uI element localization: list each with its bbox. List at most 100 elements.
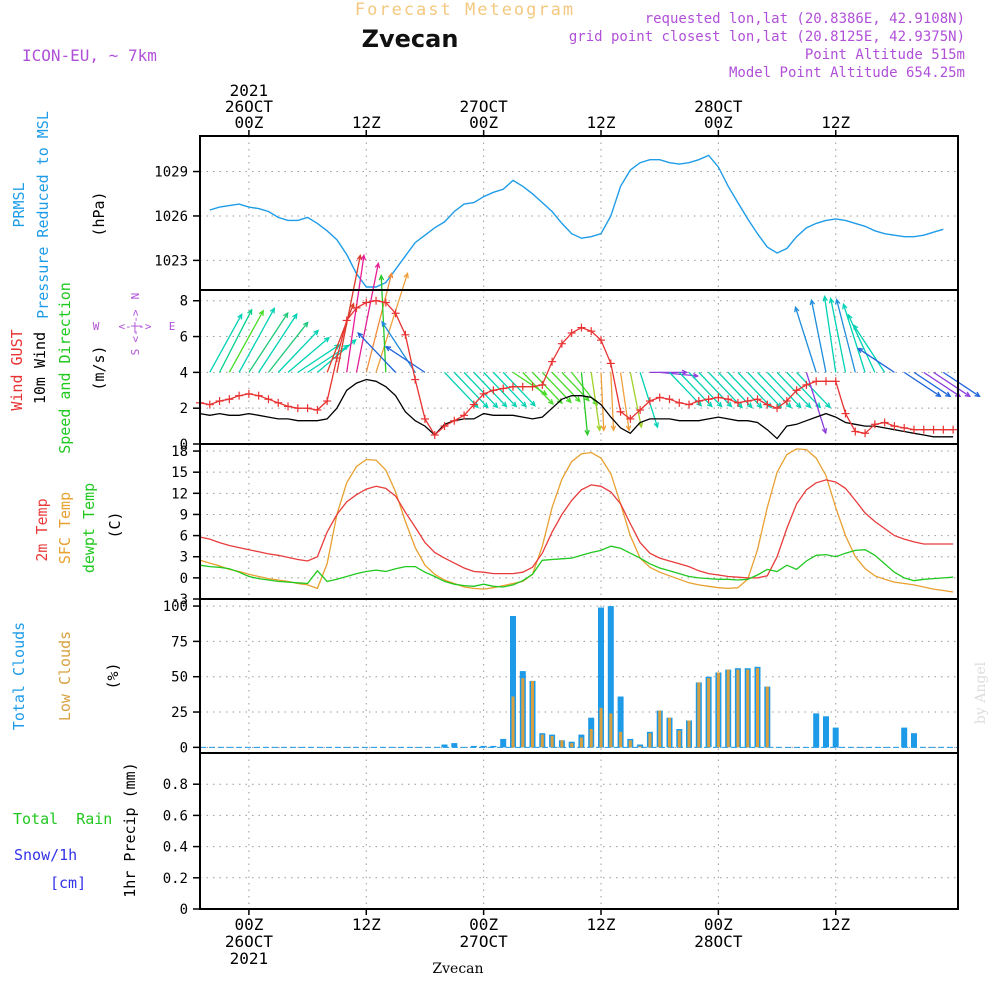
- wind-arrow: [727, 371, 763, 409]
- y-tick-label-wind: 8: [180, 294, 188, 310]
- wind-arrow-shaft: [326, 303, 355, 373]
- wind-arrow-head: [403, 271, 409, 279]
- wind-arrow-head: [625, 425, 632, 432]
- gust-marker: [606, 359, 615, 368]
- gust-marker: [215, 397, 224, 406]
- wind-arrow-shaft: [923, 371, 961, 397]
- dewpt-temp-line: [199, 545, 954, 588]
- grid-layer: [200, 136, 958, 909]
- wind-arrow-head: [313, 329, 320, 336]
- wind-arrow-head: [350, 338, 357, 345]
- wind-arrow: [287, 336, 331, 373]
- wind-arrow-shaft: [942, 371, 980, 397]
- wind-arrow-head: [716, 401, 723, 408]
- wind-arrow-head: [756, 402, 763, 409]
- low-cloud-bar: [716, 672, 720, 748]
- wind-arrow-head: [821, 428, 828, 435]
- gust-marker: [763, 400, 772, 409]
- temp-panel-labels: 2m Temp SFC Temp dewpt Temp (C): [33, 483, 124, 573]
- y-tick-label-temp: 3: [180, 550, 188, 566]
- wind-arrow-head: [835, 298, 841, 305]
- wind-arrow: [267, 321, 309, 373]
- wind-arrow-head: [794, 305, 800, 313]
- gust-marker: [636, 405, 645, 414]
- wind-arrow-head: [600, 425, 607, 432]
- x-label-top: 12Z: [821, 113, 850, 132]
- total-cloud-bar: [598, 607, 604, 748]
- y-tick-label-pressure: 1023: [154, 253, 188, 269]
- wind-arrow: [805, 372, 828, 435]
- clouds-label-total: Total Clouds: [10, 622, 28, 730]
- wind-arrow-shaft: [336, 255, 361, 373]
- y-tick-label-clouds: 0: [180, 740, 188, 756]
- wind-arrow: [355, 261, 381, 373]
- total-cloud-bar: [832, 727, 839, 748]
- x-label-bottom: 12Z: [821, 915, 850, 934]
- y-tick-label-temp: 6: [180, 529, 188, 545]
- total-cloud-bar: [607, 606, 614, 748]
- gust-marker: [548, 357, 557, 366]
- wind-arrow: [766, 371, 802, 409]
- low-cloud-bar: [687, 720, 691, 748]
- wind-arrow: [473, 371, 508, 408]
- wind-arrow: [357, 332, 397, 373]
- gust-marker: [567, 328, 576, 337]
- y-tick-label-wind: 2: [180, 401, 188, 417]
- gust-marker: [450, 416, 459, 425]
- x-label-bottom: 00Z: [469, 915, 498, 934]
- wind-arrow: [669, 371, 703, 407]
- wind-arrow-head: [776, 402, 783, 409]
- gust-marker: [381, 298, 390, 307]
- wind-arrow-shaft: [277, 330, 319, 373]
- wind-arrow-head: [805, 402, 812, 409]
- x-label-top: 27OCT: [460, 97, 509, 116]
- y-tick-label-precip: 0.2: [163, 871, 188, 887]
- wind-arrow-shaft: [532, 371, 563, 404]
- wind-arrow-shaft: [786, 371, 821, 408]
- total-cloud-bar: [480, 745, 487, 748]
- gust-marker: [391, 309, 400, 318]
- wind-arrow: [852, 323, 886, 373]
- y-tick-label-pressure: 1026: [154, 209, 188, 225]
- wind-arrow-shaft: [444, 371, 479, 408]
- wind-arrow-head: [381, 320, 387, 327]
- wind-arrow-head: [945, 391, 952, 398]
- product-title: Forecast Meteogram: [355, 0, 575, 20]
- gust-marker: [587, 327, 596, 336]
- total-cloud-bar: [901, 727, 908, 748]
- axis-layer: 10231026102902468-3036912151802550751000…: [154, 81, 850, 968]
- gust-marker: [557, 339, 566, 348]
- wind-arrow: [923, 371, 962, 398]
- wind-arrow: [903, 371, 942, 398]
- wind-arrow-head: [501, 401, 508, 408]
- wind-arrow: [649, 369, 689, 376]
- gust-marker: [714, 393, 723, 402]
- gust-marker: [694, 397, 703, 406]
- pressure-label-prmsl: PRMSL: [10, 182, 28, 227]
- wind-arrow-shaft: [357, 332, 397, 373]
- gust-marker: [440, 422, 449, 431]
- wind-arrow-shaft: [580, 372, 589, 435]
- total-cloud-bar: [490, 745, 497, 748]
- panel-frame-pressure: [199, 135, 959, 291]
- wind-arrow-shaft: [805, 372, 827, 434]
- wind-arrow-shaft: [794, 307, 817, 373]
- wind-arrow: [809, 298, 827, 373]
- wind-arrow-shaft: [381, 321, 416, 373]
- gust-marker: [890, 422, 899, 431]
- wind-arrow: [822, 295, 837, 373]
- wind-arrow-shaft: [463, 371, 498, 408]
- low-cloud-bar: [677, 730, 681, 748]
- temp-label-2m: 2m Temp: [33, 498, 51, 561]
- low-cloud-bar: [599, 707, 603, 748]
- wind-arrow-shaft: [688, 371, 723, 407]
- wind-arrow-head: [292, 312, 298, 320]
- wind-arrow-shaft: [678, 371, 713, 407]
- y-tick-label-temp: 18: [171, 444, 188, 460]
- wind-arrow-shaft: [228, 310, 264, 373]
- gust-marker: [499, 384, 508, 393]
- gust-marker: [293, 404, 302, 413]
- wind-arrow-shaft: [551, 371, 581, 402]
- total-cloud-bar: [911, 733, 917, 748]
- gust-marker: [342, 316, 351, 325]
